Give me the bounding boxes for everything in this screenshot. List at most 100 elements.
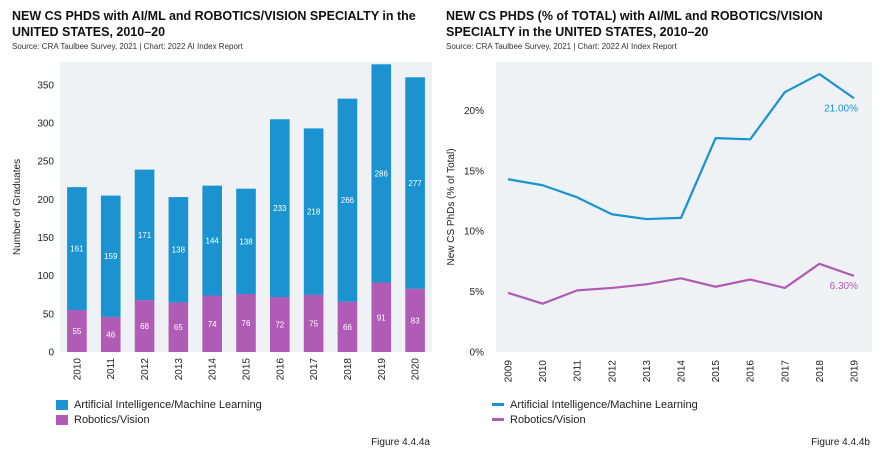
x-tick-label: 2013: [174, 358, 185, 381]
x-tick-label: 2011: [106, 358, 117, 380]
bar-aiml-2015: [236, 188, 256, 294]
bar-label-aiml-2013: 138: [172, 246, 186, 255]
end-label-aiml: 21.00%: [824, 103, 858, 114]
legend-label-robotics-line: Robotics/Vision: [510, 413, 586, 426]
bar-robotics-2010: [67, 310, 87, 352]
chart-title-b: NEW CS PHDS (% of TOTAL) with AI/ML and …: [446, 9, 823, 39]
bar-label-aiml-2020: 277: [408, 179, 422, 188]
bar-aiml-2011: [100, 195, 121, 317]
x-tick-label: 2016: [746, 360, 757, 383]
legend-swatch-robotics-line: [492, 418, 504, 421]
bar-label-aiml-2017: 218: [307, 208, 321, 217]
x-tick-label: 2018: [343, 358, 354, 381]
bar-robotics-2020: [405, 288, 425, 352]
y-tick-label: 5%: [470, 287, 485, 298]
x-tick-label: 2020: [411, 358, 422, 381]
bar-aiml-2014: [202, 185, 222, 296]
bar-aiml-2020: [405, 77, 425, 289]
y-axis-label: New CS PhDs (% of Total): [446, 148, 457, 265]
y-tick-label: 100: [37, 271, 54, 282]
bar-label-robotics-2017: 75: [309, 319, 318, 328]
bar-label-aiml-2010: 161: [70, 245, 84, 254]
y-tick-label: 200: [37, 195, 54, 206]
end-label-robotics: 6.30%: [830, 281, 858, 292]
bar-robotics-2011: [100, 316, 121, 352]
bar-label-aiml-2019: 286: [375, 169, 389, 178]
bar-robotics-2018: [337, 301, 358, 352]
legend-label-aiml: Artificial Intelligence/Machine Learning: [74, 398, 262, 411]
y-tick-label: 0%: [470, 348, 485, 359]
x-tick-label: 2015: [242, 358, 253, 381]
bar-chart-svg: 0 50 100 150 200 250 300 350 Number of Graduates…: [12, 62, 432, 381]
bar-robotics-2016: [270, 297, 290, 352]
legend-label-aiml-line: Artificial Intelligence/Machine Learning: [510, 398, 698, 411]
x-tick-label: 2013: [642, 360, 653, 383]
bar-aiml-2017: [303, 128, 324, 295]
bar-label-robotics-2016: 72: [275, 321, 284, 330]
legend-item-aiml: Artificial Intelligence/Machine Learning: [56, 397, 262, 412]
y-tick-label: 350: [37, 80, 54, 91]
legend-a: Artificial Intelligence/Machine Learning…: [56, 397, 262, 427]
x-tick-label: 2019: [850, 360, 861, 383]
bar-label-robotics-2010: 55: [72, 327, 81, 336]
bar-label-aiml-2018: 266: [341, 196, 355, 205]
legend-item-aiml-line: Artificial Intelligence/Machine Learning: [492, 397, 698, 412]
y-tick-label: 250: [37, 157, 54, 168]
x-tick-label: 2012: [140, 358, 151, 381]
x-tick-label: 2012: [607, 360, 618, 383]
y-tick-label: 20%: [464, 106, 484, 117]
x-tick-label: 2010: [72, 358, 83, 381]
x-tick-label: 2011: [573, 360, 584, 382]
x-tick-label: 2010: [538, 360, 549, 383]
y-tick-label: 150: [37, 233, 54, 244]
bar-robotics-2017: [303, 294, 324, 352]
bar-robotics-2019: [371, 282, 392, 352]
y-tick-label: 300: [37, 119, 54, 130]
bar-robotics-2014: [202, 295, 222, 352]
bar-aiml-2012: [134, 169, 155, 301]
figure-label-b: Figure 4.4.4b: [811, 437, 870, 448]
bar-robotics-2015: [236, 294, 256, 352]
plot-background: [496, 62, 872, 352]
legend-swatch-aiml: [56, 399, 68, 410]
x-tick-label: 2019: [377, 358, 388, 381]
legend-swatch-aiml-line: [492, 403, 504, 406]
bar-label-robotics-2019: 91: [377, 313, 386, 322]
x-tick-label: 2018: [815, 360, 826, 383]
chart-panel-b: NEW CS PHDS (% of TOTAL) with AI/ML and …: [442, 0, 884, 459]
x-tick-label: 2015: [711, 360, 722, 383]
bar-label-aiml-2011: 159: [104, 252, 118, 261]
bar-label-aiml-2015: 138: [239, 237, 253, 246]
x-tick-label: 2017: [780, 360, 791, 383]
legend-swatch-robotics: [56, 414, 68, 425]
line-aiml: [507, 72, 855, 221]
y-tick-label: 50: [43, 309, 55, 320]
bar-label-robotics-2011: 46: [106, 330, 115, 339]
bar-label-robotics-2018: 66: [343, 323, 352, 332]
y-tick-label: 15%: [464, 166, 484, 177]
legend-item-robotics-line: Robotics/Vision: [492, 412, 698, 427]
bar-robotics-2012: [134, 300, 155, 352]
x-tick-label: 2009: [504, 360, 515, 383]
x-tick-label: 2014: [677, 360, 688, 383]
legend-b: Artificial Intelligence/Machine Learning…: [492, 397, 698, 427]
x-tick-label: 2017: [309, 358, 320, 381]
x-tick-label: 2016: [275, 358, 286, 381]
chart-source-b: Source: CRA Taulbee Survey, 2021 | Chart…: [446, 42, 677, 51]
bar-label-robotics-2014: 74: [208, 320, 217, 329]
bar-label-robotics-2015: 76: [242, 319, 251, 328]
line-chart-svg: 0% 5% 10% 15% 20% New CS PhDs (% of Total) 200…: [446, 62, 872, 383]
figure-label-a: Figure 4.4.4a: [371, 437, 430, 448]
bar-aiml-2018: [337, 98, 358, 302]
bar-label-aiml-2012: 171: [138, 231, 152, 240]
line-robotics: [507, 262, 855, 305]
bar-label-aiml-2016: 233: [273, 204, 287, 213]
bar-label-robotics-2013: 65: [174, 323, 183, 332]
y-axis-label: Number of Graduates: [12, 159, 23, 255]
bar-label-robotics-2012: 68: [140, 322, 149, 331]
bar-label-aiml-2014: 144: [206, 237, 220, 246]
legend-item-robotics: Robotics/Vision: [56, 412, 262, 427]
chart-title-a: NEW CS PHDS with AI/ML and ROBOTICS/VISI…: [12, 9, 416, 39]
bar-aiml-2010: [67, 187, 87, 311]
y-tick-label: 0: [48, 348, 54, 359]
